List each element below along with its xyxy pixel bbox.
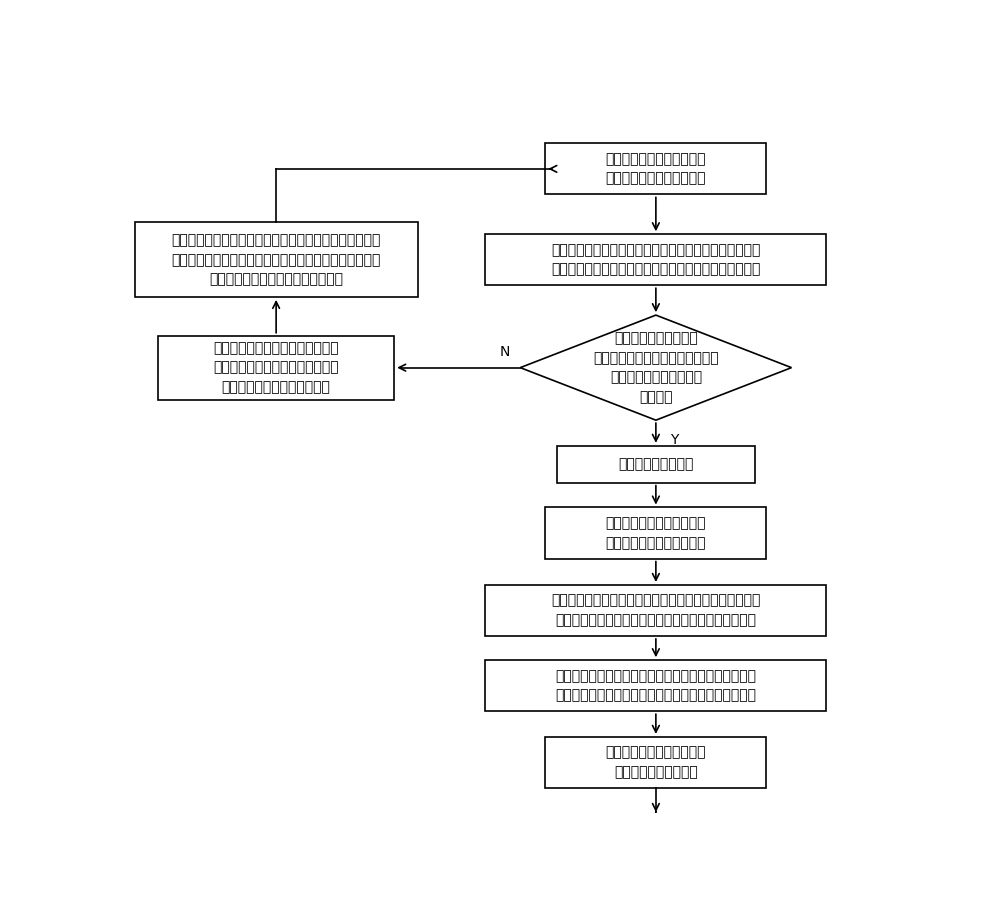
Bar bbox=[557, 445, 755, 482]
Bar bbox=[485, 585, 826, 636]
Text: 获取与待监测机电设备的运
行状态相关的实际数据: 获取与待监测机电设备的运 行状态相关的实际数据 bbox=[606, 746, 706, 779]
Text: 获取每组训练数据中每种训练用运
行参数的输出结果与每种训练用运
行参数的期望结果之间的误差: 获取每组训练数据中每种训练用运 行参数的输出结果与每种训练用运 行参数的期望结果… bbox=[213, 341, 339, 394]
Bar bbox=[135, 222, 418, 297]
Bar bbox=[485, 234, 826, 285]
Text: 根据每组安全数据中每种安全运行参数的输出结果，综
合得到与每种安全运行参数相对应的安全值或安全范围: 根据每组安全数据中每种安全运行参数的输出结果，综 合得到与每种安全运行参数相对应… bbox=[555, 669, 756, 703]
Text: N: N bbox=[500, 345, 510, 359]
Text: 将多组训练数据分别以正向数据流向代入至预置的神经网
络，得到每组训练数据中每种训练用运行参数的输出结果: 将多组训练数据分别以正向数据流向代入至预置的神经网 络，得到每组训练数据中每种训… bbox=[551, 243, 761, 277]
Bar bbox=[545, 737, 766, 788]
Text: 获取多组与待监测机电设备
的运行状态相关的安全数据: 获取多组与待监测机电设备 的运行状态相关的安全数据 bbox=[606, 516, 706, 550]
Text: 获取多组与待监测机电设备
的运行状态相关的训练数据: 获取多组与待监测机电设备 的运行状态相关的训练数据 bbox=[606, 152, 706, 185]
Bar bbox=[545, 143, 766, 195]
Bar bbox=[158, 336, 394, 399]
Bar bbox=[485, 660, 826, 711]
Text: Y: Y bbox=[670, 433, 678, 447]
Text: 得到优化的神经网络: 得到优化的神经网络 bbox=[618, 457, 694, 471]
Bar bbox=[545, 507, 766, 559]
Polygon shape bbox=[520, 315, 792, 420]
Text: 每组训练数据中每种训
练用运行参数的输出结果是否与每
种训练用运行参数的期望
结果一致: 每组训练数据中每种训 练用运行参数的输出结果是否与每 种训练用运行参数的期望 结… bbox=[593, 331, 719, 404]
Text: 将多组安全数据分别以正向数据流向代入至优化的神经网
络，得到每组安全数据中每种安全运行参数的输出结果: 将多组安全数据分别以正向数据流向代入至优化的神经网 络，得到每组安全数据中每种安… bbox=[551, 594, 761, 627]
Text: 将误差以反向数据流向代入至预置的神经网络，并基于误
差分别对每一隐藏层的神经元的权系数进行修改，得到修
改后的每一隐藏层的神经元的权系数: 将误差以反向数据流向代入至预置的神经网络，并基于误 差分别对每一隐藏层的神经元的… bbox=[171, 233, 381, 286]
